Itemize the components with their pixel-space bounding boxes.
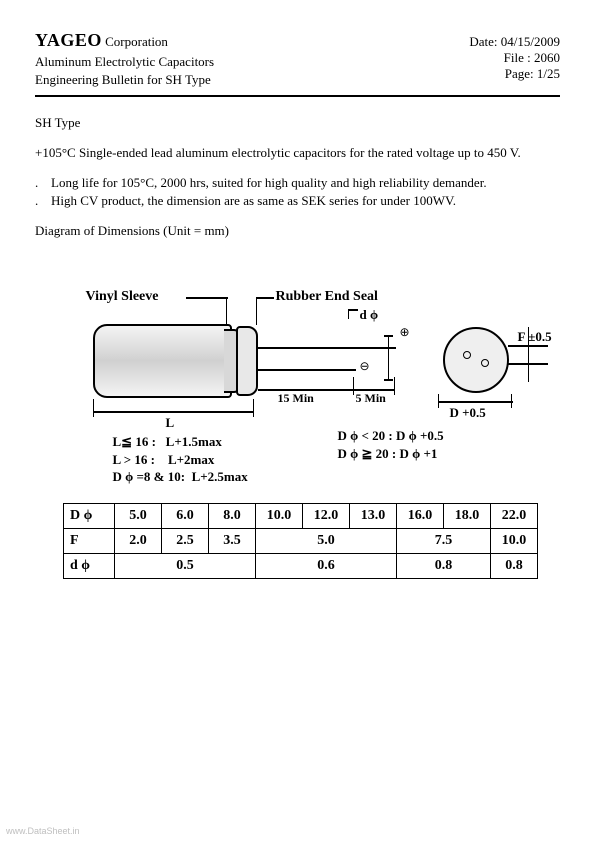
cell: 6.0: [162, 504, 209, 529]
note-l3-key: D ϕ =8 & 10:: [113, 469, 186, 484]
note-row: L≦ 16 : L+1.5max: [113, 433, 248, 451]
header-subtitle-2: Engineering Bulletin for SH Type: [35, 71, 214, 89]
cell: 0.6: [256, 554, 397, 579]
diagram-label: Diagram of Dimensions (Unit = mm): [35, 223, 560, 239]
note-d2: D ϕ ≧ 20 : D ϕ +1: [338, 445, 444, 463]
watermark: www.DataSheet.in: [6, 826, 80, 836]
lead-wire-icon: [256, 347, 396, 349]
d-tolerance-label: D +0.5: [450, 405, 486, 421]
cell: 18.0: [444, 504, 491, 529]
note-l1-val: L+1.5max: [166, 434, 222, 449]
note-row: L > 16 : L+2max: [113, 451, 248, 469]
cell: 5.0: [115, 504, 162, 529]
plus-symbol: ⊕: [400, 325, 410, 340]
cell: 0.8: [491, 554, 538, 579]
header-page: Page: 1/25: [505, 66, 560, 82]
leader-line: [256, 297, 274, 299]
header-right: Date: 04/15/2009 File : 2060 Page: 1/25: [469, 30, 560, 89]
brand-name: YAGEO: [35, 30, 102, 50]
pin-icon: [481, 359, 489, 367]
min5-label: 5 Min: [356, 391, 386, 406]
intro-paragraph: +105°C Single-ended lead aluminum electr…: [35, 145, 560, 161]
leader-line: [348, 309, 350, 319]
dim-line: [93, 411, 253, 413]
rubber-seal-label: Rubber End Seal: [276, 289, 378, 305]
cell: 7.5: [397, 529, 491, 554]
capacitor-body-icon: [93, 324, 232, 398]
cell: 16.0: [397, 504, 444, 529]
dim-tick: [353, 377, 355, 395]
dim-line: [438, 401, 513, 403]
dim-tick: [384, 335, 393, 337]
note-d1: D ϕ < 20 : D ϕ +0.5: [338, 427, 444, 445]
bullet-dot: .: [35, 193, 51, 209]
l-notes: L≦ 16 : L+1.5max L > 16 : L+2max D ϕ =8 …: [113, 433, 248, 486]
min15-label: 15 Min: [278, 391, 314, 406]
bullet-item: . Long life for 105°C, 2000 hrs, suited …: [35, 175, 560, 191]
dim-tick: [394, 377, 396, 395]
cell: 3.5: [209, 529, 256, 554]
note-l1-key: L≦ 16 :: [113, 434, 156, 449]
leader-line: [226, 297, 228, 325]
corp-suffix: Corporation: [105, 34, 168, 49]
d-notes: D ϕ < 20 : D ϕ +0.5 D ϕ ≧ 20 : D ϕ +1: [338, 427, 444, 462]
leader-line: [348, 309, 358, 311]
cell: 8.0: [209, 504, 256, 529]
cell: 22.0: [491, 504, 538, 529]
dim-line: [388, 335, 390, 379]
header-left: YAGEO Corporation Aluminum Electrolytic …: [35, 30, 214, 89]
header: YAGEO Corporation Aluminum Electrolytic …: [35, 30, 560, 89]
d-phi-label: d ϕ: [360, 307, 379, 323]
leader-line: [186, 297, 228, 299]
page-root: YAGEO Corporation Aluminum Electrolytic …: [0, 0, 595, 599]
cell: 12.0: [303, 504, 350, 529]
bullet-text-1: Long life for 105°C, 2000 hrs, suited fo…: [51, 175, 487, 191]
table-row: d ϕ 0.5 0.6 0.8 0.8: [64, 554, 538, 579]
l-label: L: [166, 415, 175, 431]
dim-tick: [438, 394, 440, 408]
vinyl-sleeve-label: Vinyl Sleeve: [86, 289, 159, 305]
cell: 0.8: [397, 554, 491, 579]
row-header-F: F: [64, 529, 115, 554]
cell: 10.0: [491, 529, 538, 554]
bullet-dot: .: [35, 175, 51, 191]
capacitor-seal-icon: [236, 326, 258, 396]
lead-wire-icon: [256, 369, 356, 371]
row-header-D: D ϕ: [64, 504, 115, 529]
note-l2-key: L > 16 :: [113, 452, 155, 467]
company-line: YAGEO Corporation: [35, 30, 214, 51]
cell: 5.0: [256, 529, 397, 554]
cell: 2.0: [115, 529, 162, 554]
bullet-text-2: High CV product, the dimension are as sa…: [51, 193, 456, 209]
leader-line: [256, 297, 258, 325]
header-subtitle-1: Aluminum Electrolytic Capacitors: [35, 53, 214, 71]
note-l2-val: L+2max: [168, 452, 214, 467]
dimension-table: D ϕ 5.0 6.0 8.0 10.0 12.0 13.0 16.0 18.0…: [63, 503, 538, 579]
table-row: F 2.0 2.5 3.5 5.0 7.5 10.0: [64, 529, 538, 554]
dimension-diagram: Vinyl Sleeve Rubber End Seal d ϕ ⊕ ⊖ F ±…: [38, 269, 558, 499]
cell: 10.0: [256, 504, 303, 529]
note-row: D ϕ =8 & 10: L+2.5max: [113, 468, 248, 486]
bullet-item: . High CV product, the dimension are as …: [35, 193, 560, 209]
dim-tick: [384, 379, 393, 381]
table-row: D ϕ 5.0 6.0 8.0 10.0 12.0 13.0 16.0 18.0…: [64, 504, 538, 529]
cell: 2.5: [162, 529, 209, 554]
pin-icon: [463, 351, 471, 359]
header-file: File : 2060: [504, 50, 560, 66]
header-date: Date: 04/15/2009: [469, 34, 560, 50]
dim-tick: [511, 394, 513, 408]
header-divider: [35, 95, 560, 97]
row-header-d: d ϕ: [64, 554, 115, 579]
dim-tick: [253, 399, 255, 417]
dim-tick: [93, 399, 95, 417]
minus-symbol: ⊖: [360, 359, 370, 374]
bullet-list: . Long life for 105°C, 2000 hrs, suited …: [35, 175, 560, 209]
f-tolerance-label: F ±0.5: [518, 329, 552, 345]
note-l3-val: L+2.5max: [192, 469, 248, 484]
cell: 0.5: [115, 554, 256, 579]
section-title: SH Type: [35, 115, 560, 131]
capacitor-end-view-icon: [443, 327, 509, 393]
cell: 13.0: [350, 504, 397, 529]
